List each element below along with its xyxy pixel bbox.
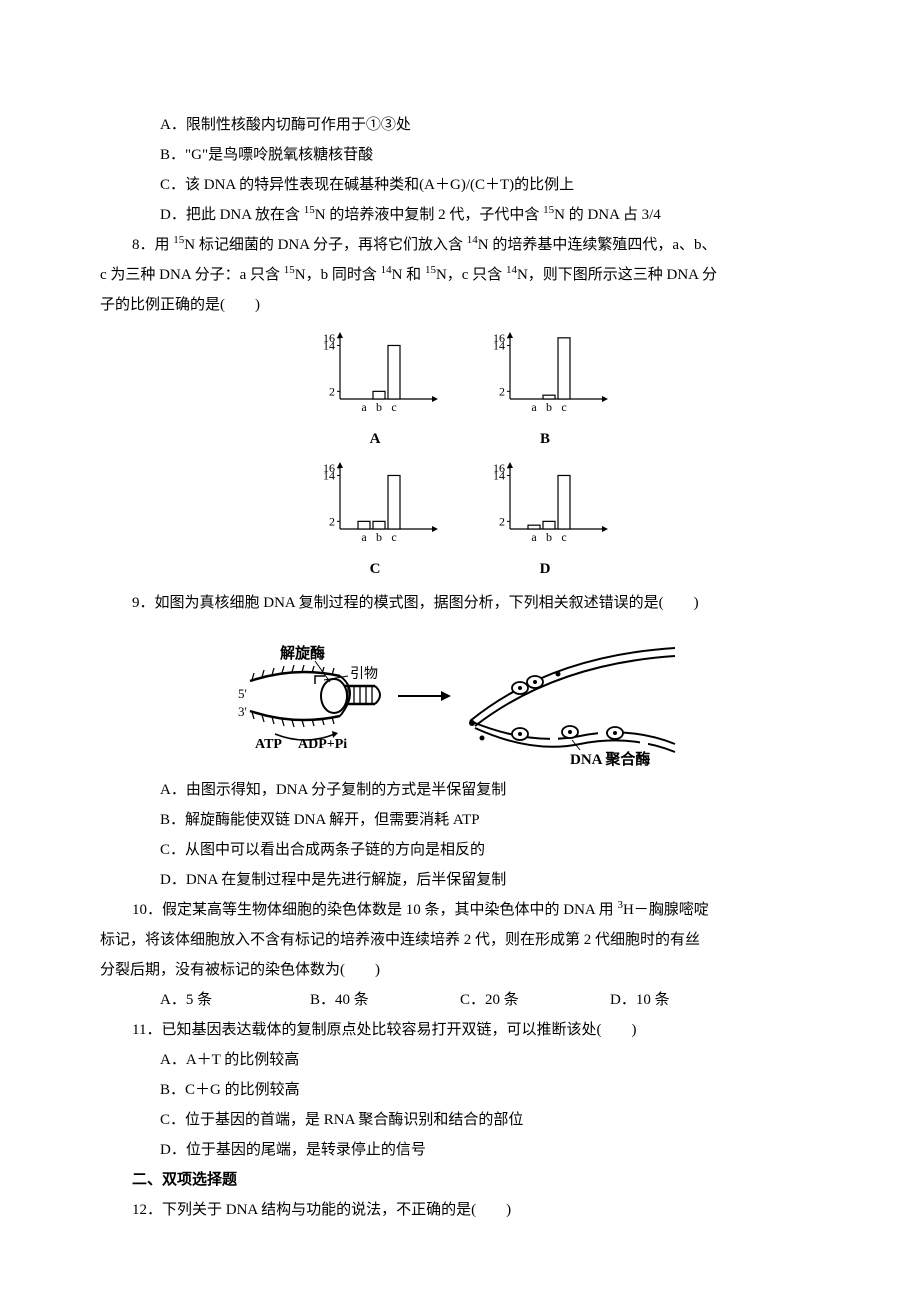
q10l1-post: H－胸腺嘧啶 xyxy=(623,902,709,918)
svg-text:a: a xyxy=(361,530,367,544)
q8-stem-line2: c 为三种 DNA 分子：a 只含 15N，b 同时含 14N 和 15N，c … xyxy=(100,260,820,290)
svg-text:16: 16 xyxy=(323,461,335,475)
svg-text:c: c xyxy=(561,530,566,544)
q10-option-a: A．5 条 xyxy=(160,985,310,1015)
q10-option-d: D．10 条 xyxy=(610,985,760,1015)
chart-b-label: B xyxy=(480,424,610,454)
q8l1-pre: 8．用 xyxy=(132,237,173,253)
svg-text:a: a xyxy=(531,400,537,414)
svg-text:2: 2 xyxy=(499,384,505,398)
q9-option-b: B．解旋酶能使双链 DNA 解开，但需要消耗 ATP xyxy=(100,805,820,835)
svg-text:16: 16 xyxy=(323,331,335,345)
chart-c-label: C xyxy=(310,554,440,584)
q8l1-s1: 15 xyxy=(173,234,184,246)
svg-text:c: c xyxy=(391,400,396,414)
q10-stem-line1: 10．假定某高等生物体细胞的染色体数是 10 条，其中染色体中的 DNA 用 3… xyxy=(100,895,820,925)
svg-text:c: c xyxy=(391,530,396,544)
q9-figure-container: 解旋酶引物 5' 3' ATP ADP+Pi DNA 聚合酶 xyxy=(100,626,820,771)
q8l1-s2: 14 xyxy=(467,234,478,246)
svg-text:16: 16 xyxy=(493,461,505,475)
svg-text:a: a xyxy=(361,400,367,414)
q9-stem: 9．如图为真核细胞 DNA 复制过程的模式图，据图分析，下列相关叙述错误的是( … xyxy=(100,588,820,618)
svg-text:解旋酶: 解旋酶 xyxy=(280,644,325,662)
svg-text:DNA 聚合酶: DNA 聚合酶 xyxy=(570,750,650,768)
q8l2-m4: N，则下图所示这三种 DNA 分 xyxy=(517,267,717,283)
q8l2-s3: 15 xyxy=(425,264,436,276)
q12-stem: 12．下列关于 DNA 结构与功能的说法，不正确的是( ) xyxy=(100,1195,820,1225)
svg-text:c: c xyxy=(561,400,566,414)
chart-b: 21416abc xyxy=(480,328,610,423)
q7d-pre: D．把此 DNA 放在含 xyxy=(160,207,304,223)
q8l1-m1: N 标记细菌的 DNA 分子，再将它们放入含 xyxy=(184,237,467,253)
svg-text:b: b xyxy=(376,530,382,544)
q8l2-pre: c 为三种 DNA 分子：a 只含 xyxy=(100,267,284,283)
q7-option-d: D．把此 DNA 放在含 15N 的培养液中复制 2 代，子代中含 15N 的 … xyxy=(100,200,820,230)
q8l2-m1: N，b 同时含 xyxy=(295,267,381,283)
q8l1-m2: N 的培养基中连续繁殖四代，a、b、 xyxy=(478,237,717,253)
svg-text:3': 3' xyxy=(238,704,247,719)
q10l1-pre: 10．假定某高等生物体细胞的染色体数是 10 条，其中染色体中的 DNA 用 xyxy=(132,902,617,918)
q11-option-a: A．A＋T 的比例较高 xyxy=(100,1045,820,1075)
svg-text:16: 16 xyxy=(493,331,505,345)
svg-text:2: 2 xyxy=(499,514,505,528)
svg-text:a: a xyxy=(531,530,537,544)
q7d-sup1: 15 xyxy=(304,204,315,216)
section-2-heading: 二、双项选择题 xyxy=(100,1165,820,1195)
q8l2-s1: 15 xyxy=(284,264,295,276)
q7-option-a: A．限制性核酸内切酶可作用于①③处 xyxy=(100,110,820,140)
q7d-sup2: 15 xyxy=(543,204,554,216)
chart-c: 21416abc xyxy=(310,458,440,553)
svg-text:b: b xyxy=(546,530,552,544)
svg-text:b: b xyxy=(376,400,382,414)
q11-stem: 11．已知基因表达载体的复制原点处比较容易打开双链，可以推断该处( ) xyxy=(100,1015,820,1045)
q7d-post: N 的 DNA 占 3/4 xyxy=(554,207,661,223)
q11-option-b: B．C＋G 的比例较高 xyxy=(100,1075,820,1105)
q9-option-a: A．由图示得知，DNA 分子复制的方式是半保留复制 xyxy=(100,775,820,805)
q10-stem-line2: 标记，将该体细胞放入不含有标记的培养液中连续培养 2 代，则在形成第 2 代细胞… xyxy=(100,925,820,955)
q9-option-c: C．从图中可以看出合成两条子链的方向是相反的 xyxy=(100,835,820,865)
q11-option-d: D．位于基因的尾端，是转录停止的信号 xyxy=(100,1135,820,1165)
q8-charts-container: 21416abc A 21416abc B 21416abc C 21416ab… xyxy=(100,328,820,584)
q10-options-row: A．5 条 B．40 条 C．20 条 D．10 条 xyxy=(100,985,820,1015)
q7-option-c: C．该 DNA 的特异性表现在碱基种类和(A＋G)/(C＋T)的比例上 xyxy=(100,170,820,200)
q9-option-d: D．DNA 在复制过程中是先进行解旋，后半保留复制 xyxy=(100,865,820,895)
dna-replication-figure: 解旋酶引物 5' 3' ATP ADP+Pi DNA 聚合酶 xyxy=(220,626,700,771)
q10-option-c: C．20 条 xyxy=(460,985,610,1015)
q8l2-m3: N，c 只含 xyxy=(436,267,506,283)
q11-option-c: C．位于基因的首端，是 RNA 聚合酶识别和结合的部位 xyxy=(100,1105,820,1135)
q10-option-b: B．40 条 xyxy=(310,985,460,1015)
svg-text:引物: 引物 xyxy=(350,666,378,682)
q8-stem-line1: 8．用 15N 标记细菌的 DNA 分子，再将它们放入含 14N 的培养基中连续… xyxy=(100,230,820,260)
chart-d: 21416abc xyxy=(480,458,610,553)
chart-d-label: D xyxy=(480,554,610,584)
svg-text:2: 2 xyxy=(329,384,335,398)
chart-a: 21416abc xyxy=(310,328,440,423)
q8l2-s4: 14 xyxy=(506,264,517,276)
q7d-mid: N 的培养液中复制 2 代，子代中含 xyxy=(315,207,543,223)
q10-stem-line3: 分裂后期，没有被标记的染色体数为( ) xyxy=(100,955,820,985)
svg-text:2: 2 xyxy=(329,514,335,528)
q8l2-s2: 14 xyxy=(381,264,392,276)
svg-text:5': 5' xyxy=(238,686,247,701)
svg-text:ATP: ATP xyxy=(255,737,282,752)
svg-text:b: b xyxy=(546,400,552,414)
q7-option-b: B．"G"是鸟嘌呤脱氧核糖核苷酸 xyxy=(100,140,820,170)
q8l2-m2: N 和 xyxy=(392,267,425,283)
svg-text:ADP+Pi: ADP+Pi xyxy=(298,737,347,752)
q8-stem-line3: 子的比例正确的是( ) xyxy=(100,290,820,320)
chart-a-label: A xyxy=(310,424,440,454)
